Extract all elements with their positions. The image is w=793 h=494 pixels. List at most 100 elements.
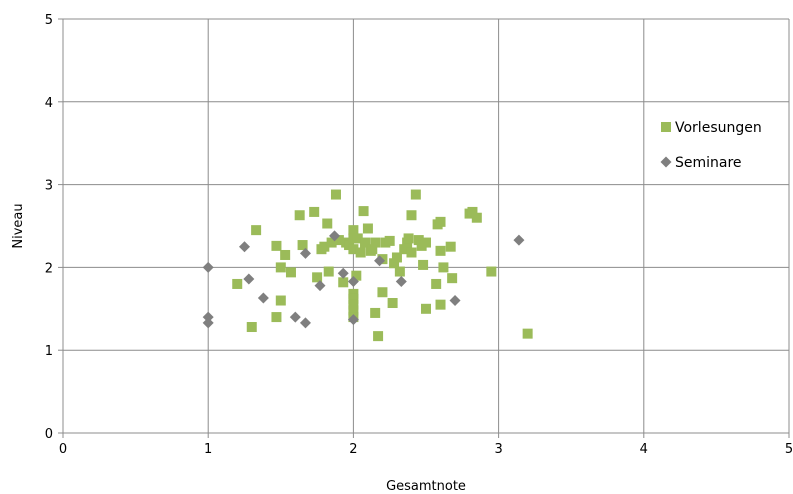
data-point-vorlesungen xyxy=(421,237,431,248)
data-point-vorlesungen xyxy=(232,278,243,289)
data-point-vorlesungen xyxy=(410,189,421,200)
data-point-vorlesungen xyxy=(271,312,282,323)
data-point-vorlesungen xyxy=(285,267,296,278)
data-point-vorlesungen xyxy=(399,244,410,255)
data-point-vorlesungen xyxy=(358,206,369,217)
data-point-vorlesungen xyxy=(387,298,398,309)
data-point-vorlesungen xyxy=(431,278,442,289)
data-point-vorlesungen xyxy=(348,225,359,236)
y-tick-label: 3 xyxy=(45,179,53,194)
data-point-seminare xyxy=(299,247,311,259)
data-point-seminare xyxy=(243,273,255,285)
data-point-vorlesungen xyxy=(330,189,341,200)
data-point-vorlesungen xyxy=(348,299,359,310)
axes xyxy=(58,18,790,438)
data-point-seminare xyxy=(202,311,214,323)
legend-item-seminare: Seminare xyxy=(660,155,742,171)
data-point-vorlesungen xyxy=(271,240,282,251)
data-point-vorlesungen xyxy=(326,237,337,248)
data-point-vorlesungen xyxy=(406,210,417,221)
data-point-seminare xyxy=(337,267,349,279)
data-point-vorlesungen xyxy=(406,247,417,258)
data-point-vorlesungen xyxy=(319,241,330,252)
x-tick-label: 1 xyxy=(204,442,212,457)
x-tick-label: 0 xyxy=(59,442,67,457)
data-point-vorlesungen xyxy=(355,247,366,258)
grid-lines xyxy=(63,18,790,433)
data-point-vorlesungen xyxy=(447,273,458,284)
legend-marker-seminare xyxy=(660,156,672,168)
data-point-vorlesungen xyxy=(413,235,424,246)
data-point-vorlesungen xyxy=(394,266,405,277)
data-point-vorlesungen xyxy=(370,307,381,318)
data-point-vorlesungen xyxy=(362,223,373,234)
legend-item-vorlesungen: Vorlesungen xyxy=(661,120,762,136)
x-tick-label: 4 xyxy=(640,442,648,457)
data-point-seminare xyxy=(329,230,341,242)
legend-label: Seminare xyxy=(675,155,742,171)
data-point-vorlesungen xyxy=(275,295,286,306)
data-point-vorlesungen xyxy=(421,303,431,314)
y-tick-label: 1 xyxy=(45,344,53,359)
data-point-vorlesungen xyxy=(280,249,291,260)
x-tick-label: 3 xyxy=(494,442,502,457)
data-point-vorlesungen xyxy=(435,299,446,310)
data-point-vorlesungen xyxy=(338,277,349,288)
data-point-vorlesungen xyxy=(294,210,305,221)
data-point-vorlesungen xyxy=(486,266,497,277)
y-tick-label: 5 xyxy=(45,13,53,28)
data-point-vorlesungen xyxy=(384,235,395,246)
data-point-vorlesungen xyxy=(391,252,402,263)
y-tick-label: 0 xyxy=(45,427,53,442)
data-point-vorlesungen xyxy=(377,287,388,298)
data-point-vorlesungen xyxy=(403,233,414,244)
data-point-vorlesungen xyxy=(360,237,371,248)
data-point-seminare xyxy=(347,275,359,287)
data-point-seminare xyxy=(202,261,214,273)
data-point-seminare xyxy=(314,280,326,292)
data-point-vorlesungen xyxy=(333,235,344,246)
legend: Vorlesungen Seminare xyxy=(660,120,762,171)
legend-marker-vorlesungen xyxy=(661,122,671,132)
data-point-vorlesungen xyxy=(352,233,363,244)
data-point-vorlesungen xyxy=(275,262,286,273)
data-point-vorlesungen xyxy=(435,245,446,256)
data-point-vorlesungen xyxy=(297,240,308,251)
data-point-vorlesungen xyxy=(246,322,257,333)
data-point-vorlesungen xyxy=(389,258,400,269)
data-point-vorlesungen xyxy=(367,244,378,255)
x-tick-label: 2 xyxy=(349,442,357,457)
data-point-vorlesungen xyxy=(438,262,449,273)
y-tick-label: 2 xyxy=(45,261,53,276)
data-point-seminare xyxy=(347,314,359,326)
data-point-vorlesungen xyxy=(348,244,359,255)
data-point-vorlesungen xyxy=(435,216,446,227)
data-point-vorlesungen xyxy=(351,270,362,281)
data-point-vorlesungen xyxy=(322,218,333,229)
data-point-seminare xyxy=(299,317,311,329)
data-point-seminare xyxy=(239,241,250,253)
data-point-vorlesungen xyxy=(471,212,482,223)
y-tick-label: 4 xyxy=(45,96,53,111)
x-tick-label: 5 xyxy=(785,442,793,457)
legend-label: Vorlesungen xyxy=(675,120,762,136)
data-point-seminare xyxy=(257,292,269,304)
data-point-vorlesungen xyxy=(467,206,478,217)
y-axis-title: Niveau xyxy=(11,203,26,248)
data-points xyxy=(202,189,533,342)
data-point-seminare xyxy=(202,317,214,329)
data-point-seminare xyxy=(374,255,386,267)
data-point-vorlesungen xyxy=(370,237,381,248)
data-point-vorlesungen xyxy=(323,266,334,277)
tick-labels: 0 1 2 3 4 5 0 1 2 3 4 5 xyxy=(45,13,793,457)
data-point-seminare xyxy=(449,295,461,307)
data-point-vorlesungen xyxy=(522,328,533,339)
data-point-vorlesungen xyxy=(309,206,320,217)
data-point-seminare xyxy=(289,311,301,323)
data-point-vorlesungen xyxy=(418,259,429,270)
data-point-vorlesungen xyxy=(251,225,262,236)
data-point-vorlesungen xyxy=(348,305,359,316)
data-point-vorlesungen xyxy=(373,331,384,342)
data-point-seminare xyxy=(395,275,407,287)
